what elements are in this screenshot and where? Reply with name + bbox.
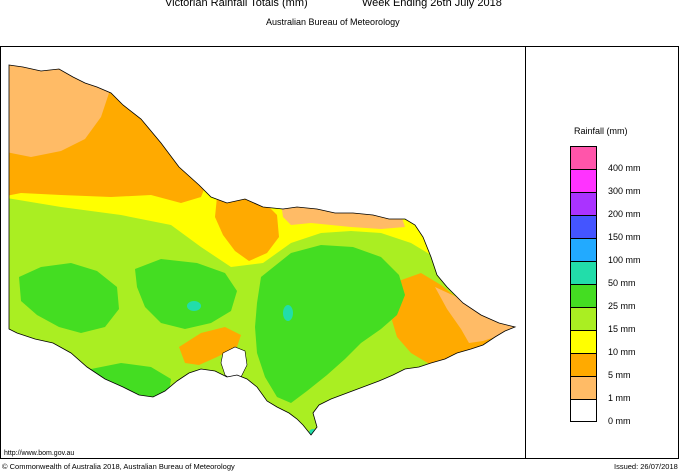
legend-swatch xyxy=(570,261,597,284)
title-left: Victorian Rainfall Totals (mm) xyxy=(165,0,308,9)
legend-label: 50 mm xyxy=(608,278,636,288)
legend-swatch xyxy=(570,330,597,353)
legend-swatch xyxy=(570,353,597,376)
legend-label: 5 mm xyxy=(608,370,631,380)
legend-label: 25 mm xyxy=(608,301,636,311)
legend-title: Rainfall (mm) xyxy=(574,126,628,136)
legend-swatch xyxy=(570,146,597,169)
title-right: Week Ending 26th July 2018 xyxy=(362,0,502,9)
legend-label: 1 mm xyxy=(608,393,631,403)
map-title: Victorian Rainfall Totals (mm) Week Endi… xyxy=(0,0,680,14)
legend-swatch xyxy=(570,169,597,192)
legend-swatch xyxy=(570,399,597,422)
legend-label: 200 mm xyxy=(608,209,641,219)
legend-label: 400 mm xyxy=(608,163,641,173)
rainfall-map xyxy=(8,64,517,436)
legend-label: 0 mm xyxy=(608,416,631,426)
legend-label: 150 mm xyxy=(608,232,641,242)
legend-swatch xyxy=(570,215,597,238)
legend-swatch xyxy=(570,307,597,330)
legend-label: 10 mm xyxy=(608,347,636,357)
map-frame xyxy=(0,46,679,459)
source-url: http://www.bom.gov.au xyxy=(4,450,75,457)
legend-swatch xyxy=(570,192,597,215)
issued-date: Issued: 26/07/2018 xyxy=(614,462,678,471)
legend-swatch xyxy=(570,284,597,307)
subtitle: Australian Bureau of Meteorology xyxy=(266,17,400,27)
legend-swatch xyxy=(570,238,597,261)
copyright: © Commonwealth of Australia 2018, Austra… xyxy=(2,462,235,471)
legend-label: 15 mm xyxy=(608,324,636,334)
legend-swatch xyxy=(570,376,597,399)
legend-label: 100 mm xyxy=(608,255,641,265)
legend-divider xyxy=(525,46,526,459)
legend-label: 300 mm xyxy=(608,186,641,196)
